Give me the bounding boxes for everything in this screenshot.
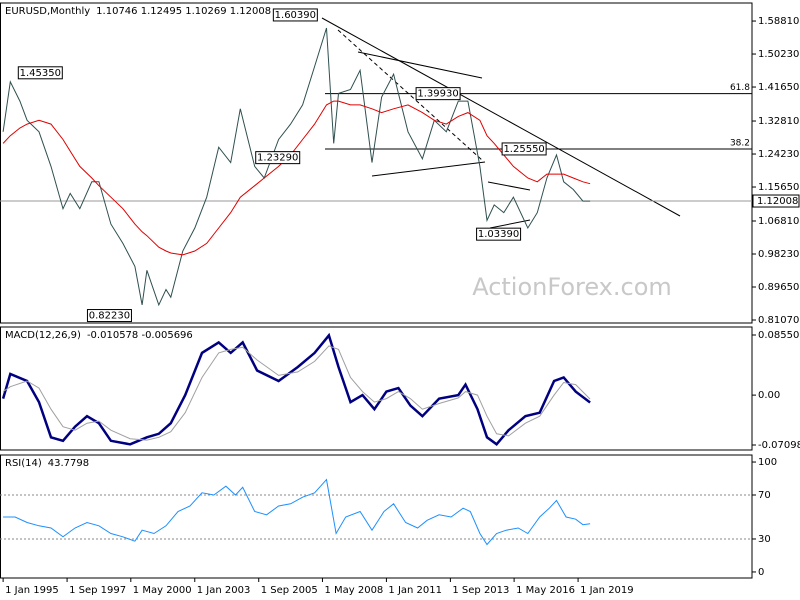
annotation-label: 1.03390 <box>478 229 519 240</box>
y-tick-label: -0.070989 <box>758 440 800 451</box>
y-tick-label: 1.50230 <box>758 49 799 60</box>
y-tick-label: 1.58810 <box>758 16 799 27</box>
watermark: ActionForex.com <box>472 273 672 301</box>
y-tick-label: 100 <box>758 457 777 468</box>
x-tick-label: 1 Jan 2019 <box>580 585 634 596</box>
panel-subtitle: 43.7798 <box>48 458 89 469</box>
x-tick-label: 1 May 2016 <box>516 585 575 596</box>
x-tick-label: 1 Jan 1995 <box>5 585 59 596</box>
current-price-label: 1.12008 <box>757 196 798 207</box>
fib-label: 38.2 <box>730 138 750 148</box>
annotation-box <box>415 87 461 101</box>
trend-line <box>321 17 681 217</box>
panel-frame <box>0 326 753 451</box>
x-tick-label: 1 Sep 1997 <box>69 585 126 596</box>
trend-line <box>357 51 483 79</box>
series-line <box>3 478 591 546</box>
annotation-box <box>501 142 547 156</box>
panel-frame <box>0 2 753 324</box>
x-tick-label: 1 May 2000 <box>133 585 192 596</box>
annotation-box <box>86 309 132 323</box>
x-tick-label: 1 May 2008 <box>324 585 383 596</box>
y-tick-label: 0.89650 <box>758 282 799 293</box>
trend-lines <box>321 17 681 229</box>
annotation-box <box>255 151 301 165</box>
fib-label: 61.8 <box>730 83 750 93</box>
x-tick-label: 1 Sep 2005 <box>261 585 318 596</box>
panel-subtitle: 1.10746 1.12495 1.10269 1.12008 <box>96 6 271 17</box>
panel-title: EURUSD,Monthly <box>5 6 90 17</box>
y-tick-label: 0.98230 <box>758 249 799 260</box>
series-line <box>2 100 591 256</box>
panel-title: RSI(14) <box>5 458 42 469</box>
y-tick-label: 0 <box>758 567 764 578</box>
panel-title: MACD(12,26,9) <box>5 330 81 341</box>
trend-line <box>337 29 483 161</box>
annotation-label: 1.25550 <box>503 144 544 155</box>
panel-subtitle: -0.010578 -0.005696 <box>87 330 193 341</box>
current-price-box <box>752 194 800 208</box>
trend-line <box>371 161 486 177</box>
x-tick-label: 1 Sep 2013 <box>452 585 509 596</box>
y-tick-label: 0.085509 <box>758 330 800 341</box>
trend-line <box>487 181 531 191</box>
annotation-box <box>17 66 63 80</box>
y-tick-label: 1.32810 <box>758 116 799 127</box>
annotation-box <box>272 8 318 22</box>
annotation-box <box>476 227 522 241</box>
y-tick-label: 70 <box>758 490 771 501</box>
x-tick-label: 1 Jan 2011 <box>388 585 442 596</box>
annotation-label: 1.39930 <box>417 89 458 100</box>
y-tick-label: 1.06810 <box>758 216 799 227</box>
series-line <box>2 345 591 441</box>
annotation-label: 0.82230 <box>89 311 130 322</box>
trend-line <box>489 219 531 229</box>
y-tick-label: 1.41650 <box>758 82 799 93</box>
y-tick-label: 1.24230 <box>758 149 799 160</box>
y-tick-label: 0.00 <box>758 390 780 401</box>
annotation-label: 1.23290 <box>257 153 298 164</box>
annotation-label: 1.45350 <box>20 68 61 79</box>
x-tick-label: 1 Jan 2003 <box>197 585 251 596</box>
y-tick-label: 0.81070 <box>758 315 799 326</box>
y-tick-label: 1.15650 <box>758 182 799 193</box>
panel-frame <box>0 454 753 579</box>
y-tick-label: 30 <box>758 534 771 545</box>
series-line <box>1 332 591 446</box>
annotation-label: 1.60390 <box>275 10 316 21</box>
